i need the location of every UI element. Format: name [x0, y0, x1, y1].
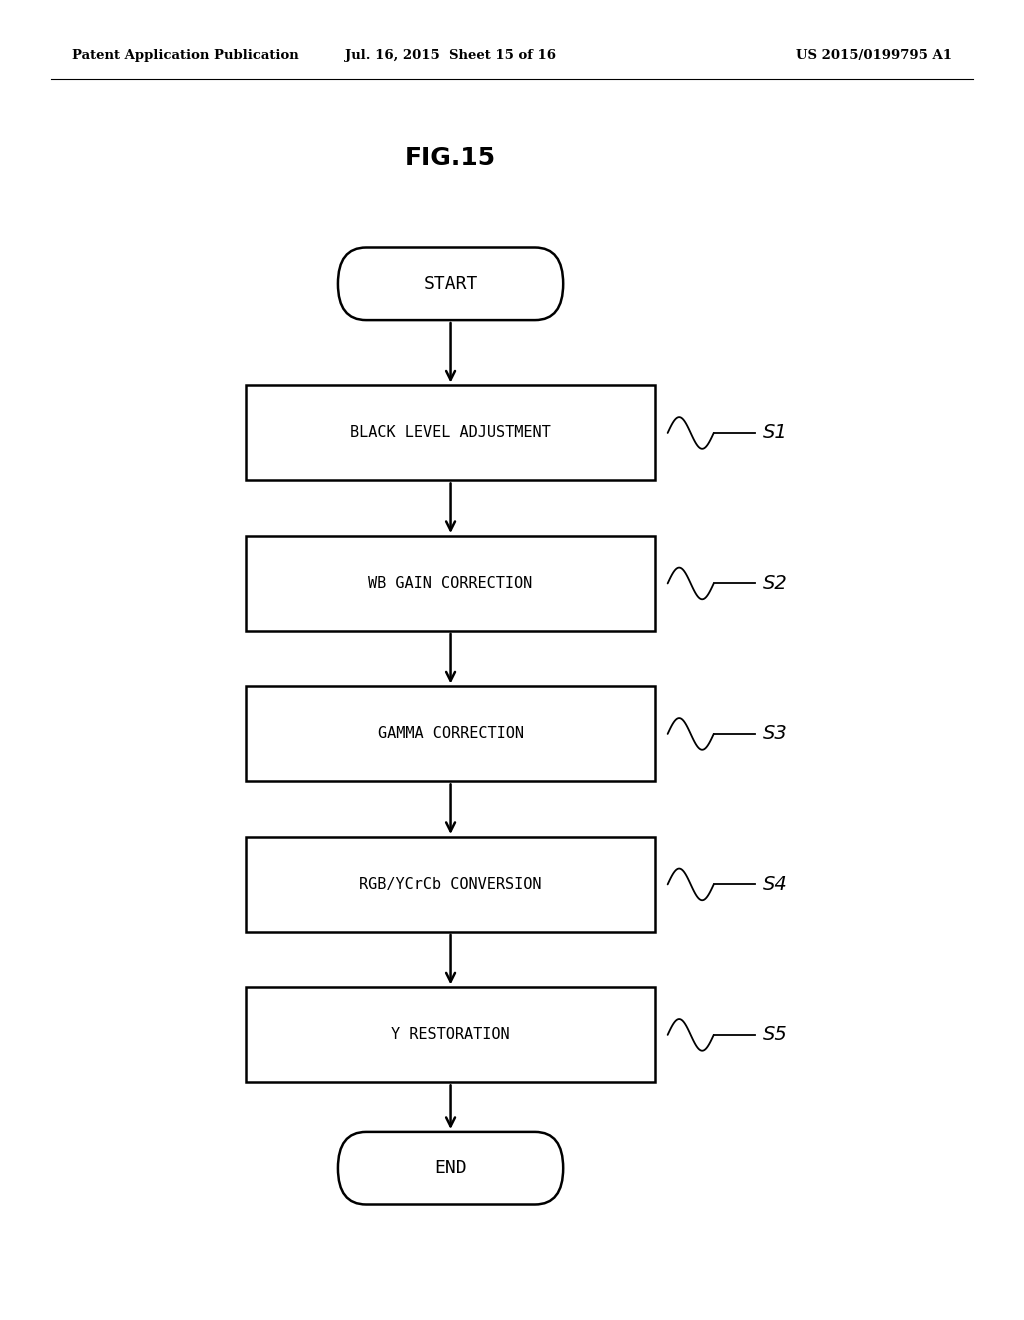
- Text: Y RESTORATION: Y RESTORATION: [391, 1027, 510, 1043]
- Text: S2: S2: [763, 574, 787, 593]
- Text: END: END: [434, 1159, 467, 1177]
- Bar: [246, 837, 655, 932]
- Text: BLACK LEVEL ADJUSTMENT: BLACK LEVEL ADJUSTMENT: [350, 425, 551, 441]
- Bar: [246, 536, 655, 631]
- Text: GAMMA CORRECTION: GAMMA CORRECTION: [378, 726, 523, 742]
- Text: Jul. 16, 2015  Sheet 15 of 16: Jul. 16, 2015 Sheet 15 of 16: [345, 49, 556, 62]
- Text: S1: S1: [763, 424, 787, 442]
- Text: WB GAIN CORRECTION: WB GAIN CORRECTION: [369, 576, 532, 591]
- Bar: [246, 385, 655, 480]
- Text: S5: S5: [763, 1026, 787, 1044]
- Bar: [246, 686, 655, 781]
- Text: RGB/YCrCb CONVERSION: RGB/YCrCb CONVERSION: [359, 876, 542, 892]
- Text: US 2015/0199795 A1: US 2015/0199795 A1: [797, 49, 952, 62]
- Text: START: START: [423, 275, 478, 293]
- Bar: [246, 987, 655, 1082]
- Text: FIG.15: FIG.15: [406, 147, 496, 170]
- Text: Patent Application Publication: Patent Application Publication: [72, 49, 298, 62]
- Text: S3: S3: [763, 725, 787, 743]
- Text: S4: S4: [763, 875, 787, 894]
